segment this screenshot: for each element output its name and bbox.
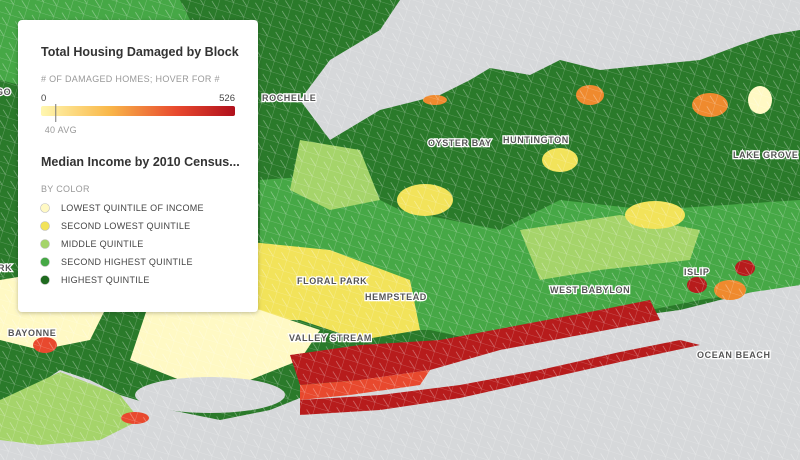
scale-min: 0 bbox=[41, 93, 46, 104]
place-label: ISLIP bbox=[684, 267, 710, 277]
legend-item: LOWEST QUINTILE OF INCOME bbox=[61, 203, 204, 213]
place-labels: GO ROCHELLE OYSTER BAY HUNTINGTON LAKE G… bbox=[0, 86, 799, 362]
place-label: VALLEY STREAM bbox=[289, 333, 372, 343]
legend-subtitle: BY COLOR bbox=[41, 184, 90, 194]
legend: Total Housing Damaged by Block # OF DAMA… bbox=[18, 20, 258, 312]
legend-title: Total Housing Damaged by Block bbox=[41, 45, 239, 59]
legend-title: Median Income by 2010 Census... bbox=[41, 155, 240, 169]
place-label: RK bbox=[0, 263, 12, 273]
legend-subtitle: # OF DAMAGED HOMES; HOVER FOR # bbox=[41, 74, 220, 84]
legend-item: HIGHEST QUINTILE bbox=[61, 275, 150, 285]
legend-swatch bbox=[40, 239, 50, 249]
legend-item: SECOND LOWEST QUINTILE bbox=[61, 221, 190, 231]
place-label: BAYONNE bbox=[8, 328, 56, 338]
legend-swatch bbox=[40, 221, 50, 231]
legend-item: MIDDLE QUINTILE bbox=[61, 239, 144, 249]
place-label: ROCHELLE bbox=[262, 93, 316, 103]
place-label: HEMPSTEAD bbox=[365, 292, 427, 302]
damage-gradient bbox=[41, 106, 235, 116]
place-label: FLORAL PARK bbox=[297, 276, 367, 286]
place-label: LAKE GROVE bbox=[733, 150, 799, 160]
place-label: WEST BABYLON bbox=[550, 285, 630, 295]
place-label: OYSTER BAY bbox=[428, 138, 492, 148]
place-label: OCEAN BEACH bbox=[697, 350, 771, 360]
average-label: 40 AVG bbox=[45, 125, 77, 135]
legend-item: SECOND HIGHEST QUINTILE bbox=[61, 257, 193, 267]
scale-max: 526 bbox=[219, 93, 235, 104]
legend-swatch bbox=[40, 203, 50, 213]
legend-swatch bbox=[40, 257, 50, 267]
legend-panel bbox=[18, 20, 258, 312]
place-label: HUNTINGTON bbox=[503, 135, 569, 145]
place-label: GO bbox=[0, 87, 11, 97]
legend-swatch bbox=[40, 275, 50, 285]
